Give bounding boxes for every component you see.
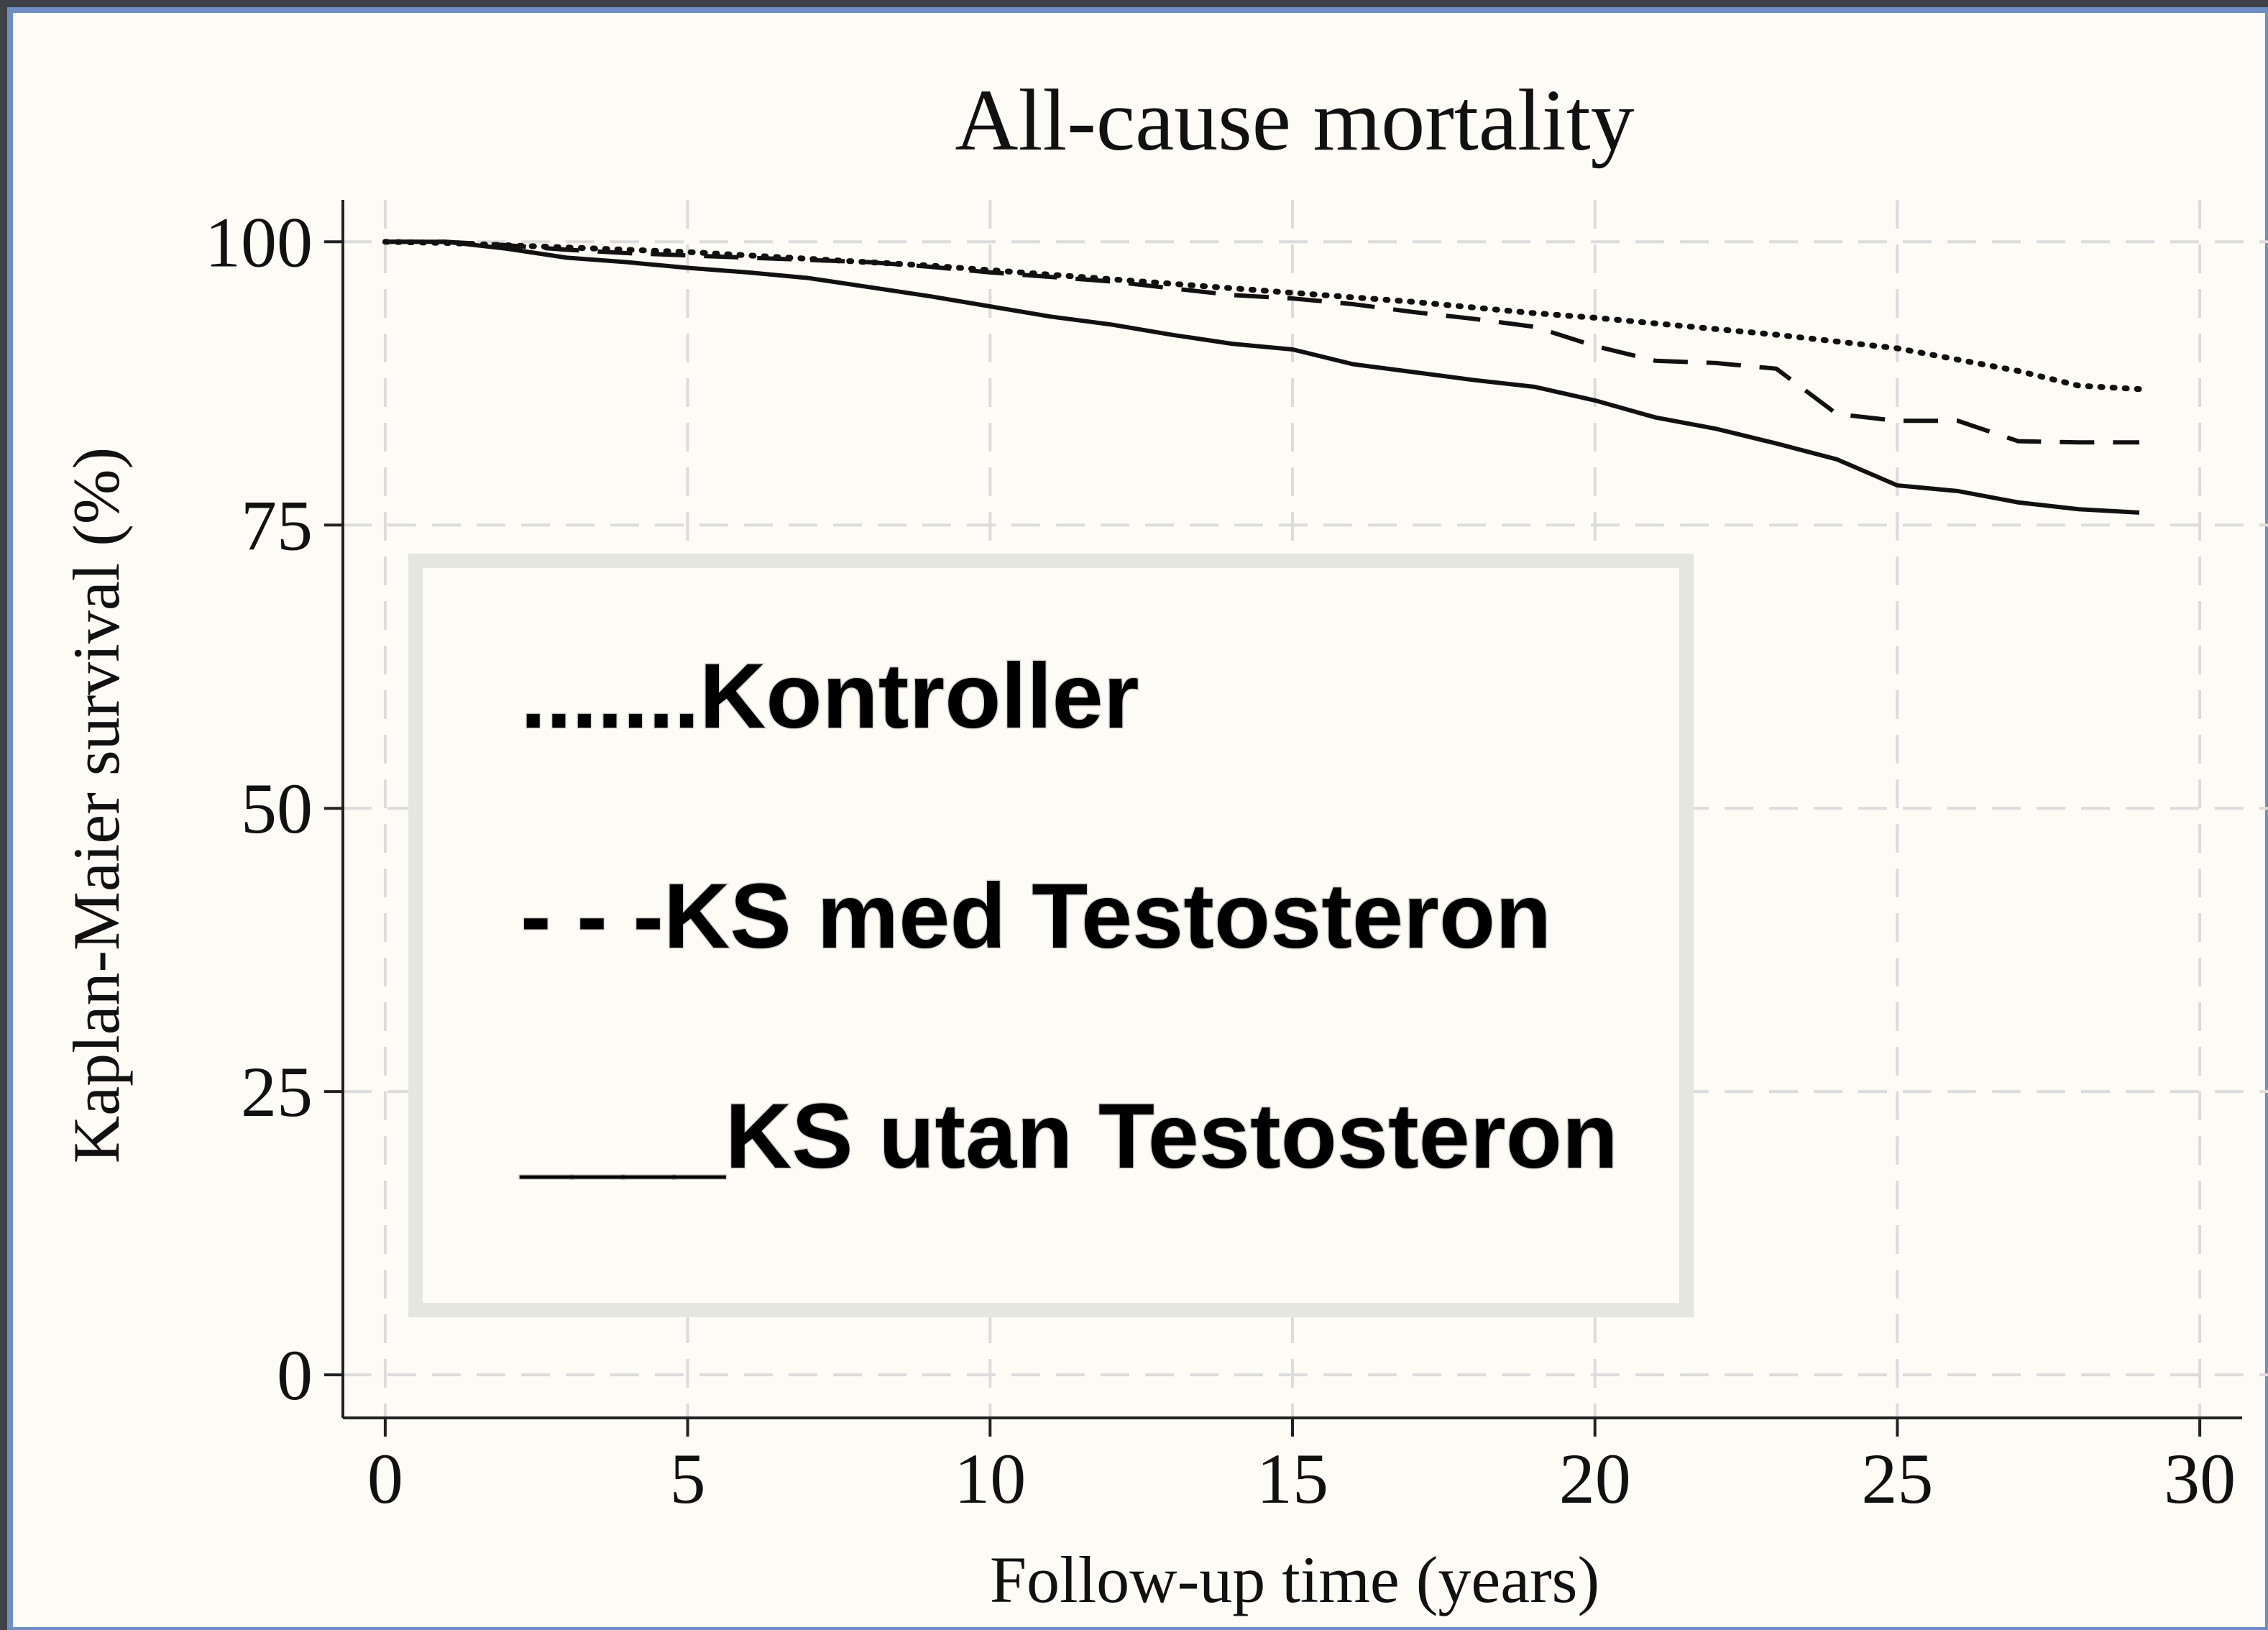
y-tick-label: 100: [205, 202, 313, 282]
x-axis-label: Follow-up time (years): [990, 1543, 1599, 1616]
legend-entry: .......Kontroller: [520, 645, 1139, 748]
survival-line: [385, 239, 2140, 515]
x-tick-label: 30: [2164, 1439, 2236, 1519]
legend-entry: - - -KS med Testosteron: [520, 865, 1551, 968]
survival-line: [385, 239, 2139, 445]
x-tick-label: 20: [1559, 1439, 1631, 1519]
x-tick-label: 15: [1257, 1439, 1328, 1519]
y-tick-label: 0: [277, 1335, 313, 1415]
y-axis-label: Kaplan-Maier survival (%): [60, 447, 133, 1163]
chart-title: All-cause mortality: [955, 72, 1634, 169]
x-tick-label: 25: [1861, 1439, 1933, 1519]
x-tick-label: 0: [367, 1439, 403, 1519]
legend-entry: ____KS utan Testosteron: [519, 1085, 1618, 1188]
x-tick-label: 5: [670, 1439, 706, 1519]
legend-box: [408, 554, 1694, 1317]
x-tick-label: 10: [954, 1439, 1026, 1519]
survival-line: [382, 239, 2142, 393]
y-tick-label: 50: [241, 769, 313, 848]
axes: 0 25 50 75 100 0 5 10 15 20 25 30: [205, 200, 2242, 1519]
y-tick-label: 75: [241, 485, 313, 565]
y-tick-label: 25: [241, 1052, 313, 1132]
